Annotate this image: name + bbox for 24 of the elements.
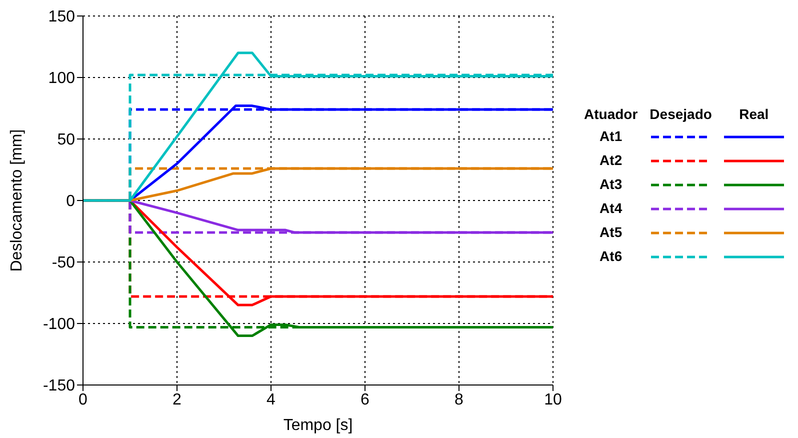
legend-label: At4 (598, 199, 624, 218)
legend-label: At3 (598, 175, 624, 194)
x-tick-label: 10 (544, 391, 562, 408)
legend-label: At2 (598, 151, 624, 170)
x-axis-title: Tempo [s] (283, 417, 353, 434)
x-tick-label: 2 (172, 391, 182, 408)
y-tick-label: 150 (48, 8, 76, 26)
text: Real (738, 105, 770, 124)
text: Desejado (648, 105, 713, 124)
x-tick-label: 8 (454, 391, 464, 408)
y-tick-label: -50 (52, 254, 76, 272)
y-tick-label: 0 (66, 193, 76, 210)
legend-title: Atuador (583, 105, 639, 124)
y-tick-label: -150 (42, 378, 76, 395)
legend-label: At1 (598, 127, 624, 146)
y-tick-label: 50 (57, 132, 76, 149)
y-tick-label: -100 (42, 316, 76, 334)
x-tick-label: 4 (266, 391, 276, 408)
x-tick-label: 6 (360, 391, 370, 408)
x-tick-label: 0 (78, 391, 88, 408)
legend-label: At6 (598, 247, 624, 266)
y-tick-label: 100 (48, 70, 76, 88)
y-axis-title: Deslocamento [mm] (8, 129, 26, 272)
legend-label: At5 (598, 223, 624, 242)
